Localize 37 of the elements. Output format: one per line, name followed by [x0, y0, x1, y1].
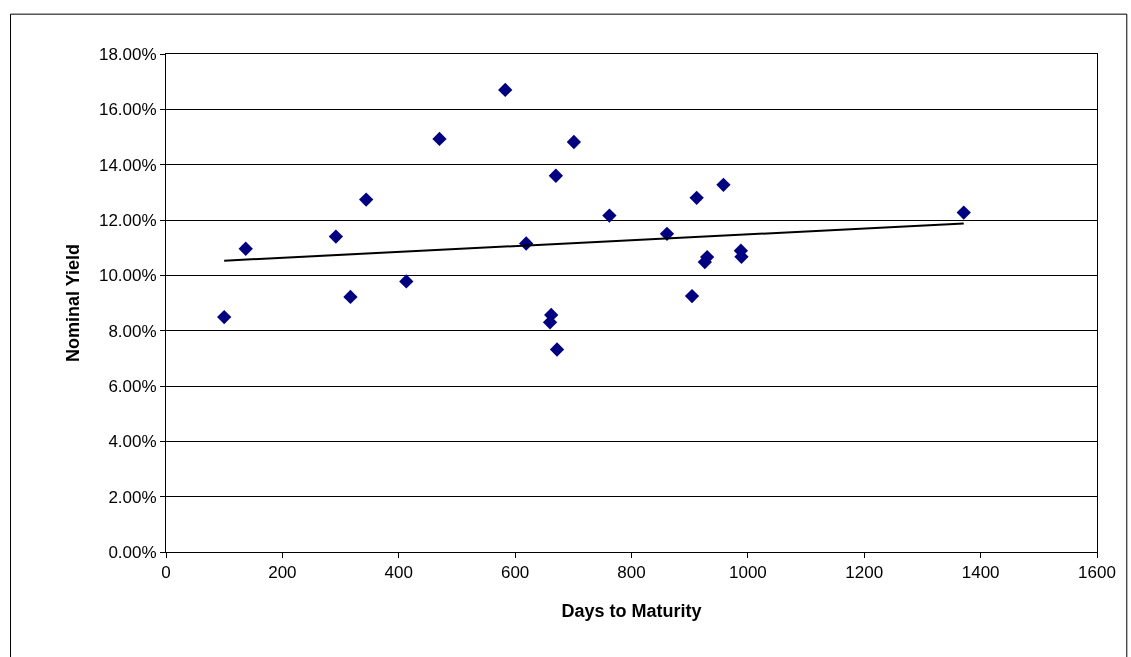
- y-tick-label: 18.00%: [98, 44, 157, 64]
- y-tick-label: 14.00%: [98, 155, 157, 175]
- point: [328, 229, 344, 244]
- x-tick-label: 200: [268, 563, 297, 583]
- x-tick-label: 0: [161, 563, 171, 583]
- point: [684, 288, 700, 304]
- x-tick-label: 400: [384, 563, 413, 583]
- point: [498, 82, 513, 98]
- y-tick-label: 8.00%: [108, 321, 157, 341]
- point: [956, 205, 971, 220]
- point: [432, 131, 447, 147]
- point: [548, 168, 564, 183]
- x-tick-label: 1200: [845, 563, 884, 583]
- y-tick-label: 12.00%: [98, 210, 157, 230]
- point: [549, 342, 565, 357]
- x-tick-label: 600: [500, 563, 530, 583]
- point: [238, 241, 253, 256]
- point: [689, 190, 704, 206]
- point: [359, 192, 374, 207]
- point: [343, 289, 358, 305]
- y-tick-label: 2.00%: [108, 487, 157, 507]
- x-tick-label: 1400: [961, 563, 1000, 583]
- y-tick-label: 4.00%: [108, 432, 157, 452]
- point: [399, 274, 414, 289]
- x-tick-label: 800: [617, 563, 646, 583]
- y-tick-label: 10.00%: [98, 266, 157, 286]
- point: [217, 309, 232, 325]
- x-tick-label: 1600: [1078, 563, 1116, 583]
- point: [566, 134, 582, 150]
- point: [602, 208, 617, 223]
- y-axis-title: Nominal Yield: [63, 243, 84, 363]
- y-tick-label: 6.00%: [108, 376, 157, 396]
- y-tick-label: 0.00%: [108, 542, 157, 562]
- point: [716, 177, 731, 193]
- x-axis-title: Days to Maturity: [561, 600, 702, 621]
- y-tick-label: 16.00%: [98, 100, 157, 120]
- x-tick-label: 1000: [728, 563, 767, 583]
